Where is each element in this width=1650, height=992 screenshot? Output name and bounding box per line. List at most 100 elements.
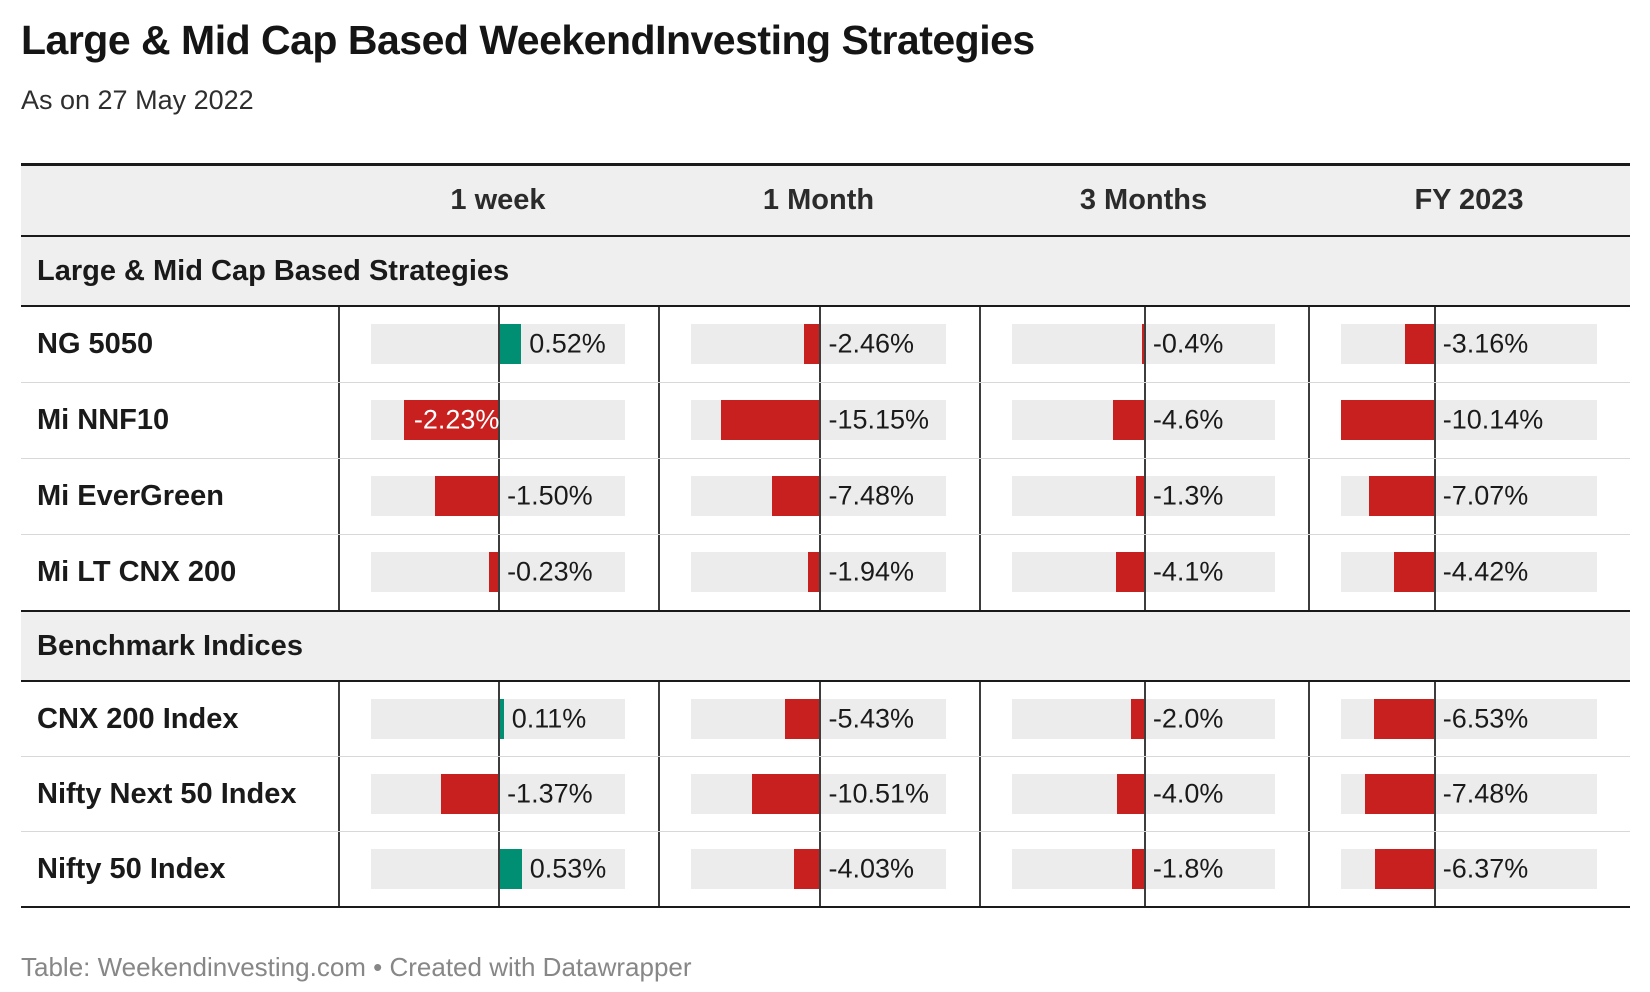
bar-track: -0.4%: [1012, 306, 1275, 382]
bar-track: -6.53%: [1341, 681, 1597, 756]
bar-cell: -0.23%: [338, 534, 658, 610]
row-label: Mi EverGreen: [37, 480, 224, 512]
row-label: Nifty Next 50 Index: [37, 777, 297, 810]
bar-cell: 0.53%: [338, 831, 658, 906]
value-label: -7.07%: [1442, 480, 1529, 511]
bar-track: 0.11%: [371, 681, 625, 756]
value-label: -15.15%: [828, 404, 930, 435]
zero-axis-line: [819, 458, 822, 534]
value-label: -1.50%: [507, 480, 593, 511]
value-bar: [1135, 476, 1145, 516]
bar-track: -7.48%: [1341, 756, 1597, 831]
bar-cell: -5.43%: [658, 681, 979, 756]
value-bar: [489, 552, 500, 592]
table-row: Nifty Next 50 Index -1.37% -10.51% -4.0% -7.…: [21, 756, 1630, 831]
zero-axis-line: [1433, 534, 1436, 610]
zero-axis-line: [1433, 756, 1436, 831]
value-label: -4.42%: [1442, 556, 1529, 587]
value-label: -1.94%: [828, 556, 915, 587]
value-label: 0.53%: [529, 853, 607, 884]
bar-cell: 0.11%: [338, 681, 658, 756]
bar-cell: -3.16%: [1308, 306, 1630, 382]
zero-axis-line: [498, 534, 501, 610]
bar-cell: -2.23%: [338, 382, 658, 458]
value-label: -0.4%: [1152, 328, 1224, 359]
value-label: -10.51%: [828, 778, 930, 809]
value-label: -0.23%: [507, 556, 593, 587]
zero-axis-line: [819, 756, 822, 831]
row-label: Mi LT CNX 200: [37, 556, 237, 588]
value-label: -7.48%: [828, 480, 915, 511]
value-bar: [1364, 774, 1435, 814]
zero-axis-line: [1433, 382, 1436, 458]
bar-cell: -0.4%: [979, 306, 1308, 382]
bar-track: 0.53%: [371, 831, 625, 906]
zero-axis-line: [1143, 756, 1146, 831]
bar-cell: -10.51%: [658, 756, 979, 831]
value-bar: [1375, 849, 1435, 889]
bar-cell: -10.14%: [1308, 382, 1630, 458]
zero-axis-line: [498, 306, 501, 382]
value-bar: [1132, 849, 1145, 889]
table-row: CNX 200 Index 0.11% -5.43% -2.0% -6.53%: [21, 681, 1630, 756]
bar-track: -4.42%: [1341, 534, 1597, 610]
zero-axis-line: [1433, 681, 1436, 756]
bar-track: 0.52%: [371, 306, 625, 382]
bar-cell: 0.52%: [338, 306, 658, 382]
column-header-1-week: 1 week: [450, 184, 546, 216]
value-label: -6.53%: [1442, 703, 1529, 734]
bar-cell: -4.42%: [1308, 534, 1630, 610]
section-rows-benchmarks: CNX 200 Index 0.11% -5.43% -2.0% -6.53% Nifty…: [21, 681, 1630, 908]
row-label: Mi NNF10: [37, 404, 170, 436]
value-label: -2.0%: [1152, 703, 1224, 734]
value-bar: [440, 774, 500, 814]
value-label: -1.8%: [1152, 853, 1224, 884]
row-label: CNX 200 Index: [37, 702, 239, 735]
zero-axis-line: [1143, 458, 1146, 534]
bar-track: -2.23%: [371, 382, 625, 458]
value-label: -10.14%: [1442, 404, 1544, 435]
value-bar: [499, 324, 522, 364]
zero-axis-line: [819, 831, 822, 906]
zero-axis-line: [498, 831, 501, 906]
table-row: Nifty 50 Index 0.53% -4.03% -1.8% -6.37%: [21, 831, 1630, 906]
bar-cell: -6.53%: [1308, 681, 1630, 756]
bar-track: -1.8%: [1012, 831, 1275, 906]
page-subtitle: As on 27 May 2022: [21, 85, 254, 115]
bar-cell: -4.6%: [979, 382, 1308, 458]
zero-axis-line: [819, 681, 822, 756]
zero-axis-line: [1143, 534, 1146, 610]
bar-cell: -2.0%: [979, 681, 1308, 756]
row-label: NG 5050: [37, 328, 154, 360]
bar-cell: -15.15%: [658, 382, 979, 458]
value-bar: [1112, 400, 1145, 440]
zero-axis-line: [1433, 831, 1436, 906]
bar-track: -2.46%: [691, 306, 946, 382]
value-label: -4.03%: [828, 853, 915, 884]
value-bar: [807, 552, 821, 592]
value-label: -6.37%: [1442, 853, 1529, 884]
table-row: Mi NNF10 -2.23% -15.15% -4.6% -10.14%: [21, 382, 1630, 458]
table-row: Mi EverGreen -1.50% -7.48% -1.3% -7.07%: [21, 458, 1630, 534]
value-bar: [403, 400, 500, 440]
value-label: -3.16%: [1442, 328, 1529, 359]
bar-cell: -1.3%: [979, 458, 1308, 534]
row-label: Nifty 50 Index: [37, 852, 226, 885]
bar-track: -4.03%: [691, 831, 946, 906]
column-header-1-month: 1 Month: [762, 184, 875, 216]
value-label: -1.37%: [507, 778, 593, 809]
bar-track: -0.23%: [371, 534, 625, 610]
bar-cell: -1.94%: [658, 534, 979, 610]
value-label: -4.6%: [1152, 404, 1224, 435]
column-header-row: 1 week 1 Month 3 Months FY 2023: [21, 163, 1630, 237]
bar-track: -4.6%: [1012, 382, 1275, 458]
bar-cell: -2.46%: [658, 306, 979, 382]
bar-track: -5.43%: [691, 681, 946, 756]
bar-track: -7.48%: [691, 458, 946, 534]
bar-track: -7.07%: [1341, 458, 1597, 534]
zero-axis-line: [498, 458, 501, 534]
bar-track: -2.0%: [1012, 681, 1275, 756]
value-label: 0.11%: [511, 703, 587, 734]
bar-cell: -1.37%: [338, 756, 658, 831]
